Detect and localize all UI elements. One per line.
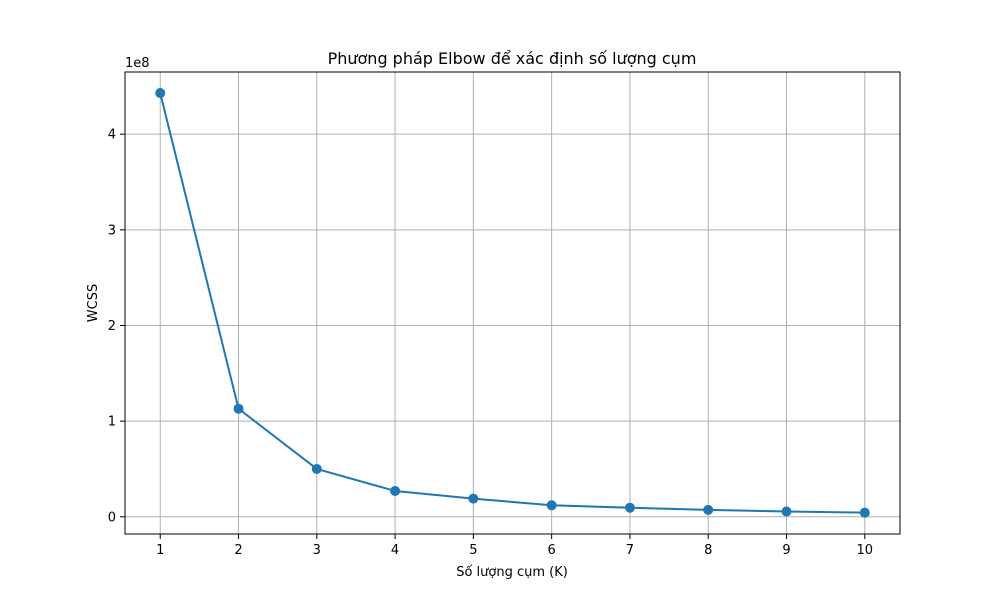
x-tick-label: 6 bbox=[548, 543, 556, 558]
y-scale-offset-label: 1e8 bbox=[125, 56, 150, 71]
data-point bbox=[155, 88, 166, 99]
chart-title: Phương pháp Elbow để xác định số lượng c… bbox=[328, 49, 697, 68]
x-tick-label: 3 bbox=[313, 543, 321, 558]
x-tick-label: 1 bbox=[156, 543, 164, 558]
y-tick-label: 3 bbox=[108, 223, 116, 238]
y-tick-label: 1 bbox=[108, 415, 116, 430]
data-point bbox=[233, 403, 244, 414]
data-point bbox=[311, 463, 322, 474]
data-point bbox=[468, 493, 479, 504]
y-tick-label: 0 bbox=[108, 510, 116, 525]
x-axis-ticks: 1 2 3 4 5 6 7 8 9 10 bbox=[156, 534, 873, 558]
data-point bbox=[703, 504, 714, 515]
data-point bbox=[624, 502, 635, 513]
x-axis-label: Số lượng cụm (K) bbox=[456, 565, 568, 580]
x-tick-label: 10 bbox=[856, 543, 873, 558]
y-tick-label: 2 bbox=[108, 319, 116, 334]
y-tick-label: 4 bbox=[108, 128, 116, 143]
data-point bbox=[390, 485, 401, 496]
data-point bbox=[859, 507, 870, 518]
x-tick-label: 4 bbox=[391, 543, 399, 558]
series-layer bbox=[155, 88, 870, 518]
plot-frame bbox=[124, 71, 901, 535]
data-point bbox=[781, 506, 792, 517]
y-axis-ticks: 0 1 2 3 4 bbox=[108, 128, 125, 525]
grid-layer bbox=[125, 72, 900, 534]
x-tick-label: 8 bbox=[704, 543, 712, 558]
x-tick-label: 9 bbox=[782, 543, 790, 558]
y-axis-label: WCSS bbox=[86, 284, 101, 322]
data-point bbox=[546, 500, 557, 511]
x-tick-label: 5 bbox=[469, 543, 477, 558]
series-line bbox=[159, 92, 865, 514]
x-tick-label: 7 bbox=[626, 543, 634, 558]
x-tick-label: 2 bbox=[234, 543, 242, 558]
